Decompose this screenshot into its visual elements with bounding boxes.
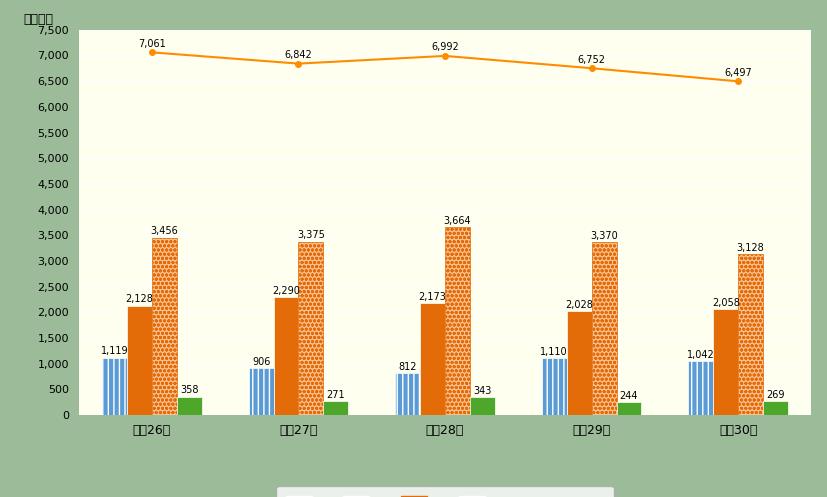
Text: 3,370: 3,370 (590, 231, 617, 241)
Bar (566, 311, 591, 415)
Text: 358: 358 (179, 385, 198, 395)
Text: 6,992: 6,992 (431, 42, 458, 52)
Text: 3,128: 3,128 (736, 243, 763, 253)
Text: 812: 812 (398, 362, 417, 372)
Text: 244: 244 (619, 391, 638, 401)
Bar (152, 238, 177, 415)
Text: 3,375: 3,375 (297, 231, 324, 241)
Bar (712, 309, 738, 415)
Bar (323, 401, 348, 415)
Text: 343: 343 (473, 386, 491, 396)
Bar (248, 368, 273, 415)
Bar (102, 357, 127, 415)
Bar (738, 254, 762, 415)
Text: 6,497: 6,497 (724, 68, 751, 78)
Bar (394, 373, 419, 415)
Text: 1,042: 1,042 (686, 350, 714, 360)
Bar (419, 303, 445, 415)
Bar (177, 397, 202, 415)
Legend: 火災, 救助, 救急, 情報収集・輸送等, 合計: 火災, 救助, 救急, 情報収集・輸送等, 合計 (276, 487, 613, 497)
Text: （件数）: （件数） (24, 13, 54, 26)
Bar (470, 398, 495, 415)
Text: 2,128: 2,128 (126, 294, 153, 305)
Text: 6,752: 6,752 (577, 55, 605, 65)
Bar (616, 403, 641, 415)
Bar (445, 227, 470, 415)
Bar (591, 242, 616, 415)
Bar (687, 361, 712, 415)
Text: 3,664: 3,664 (443, 216, 471, 226)
Text: 2,173: 2,173 (418, 292, 446, 302)
Text: 906: 906 (251, 357, 270, 367)
Text: 3,456: 3,456 (151, 226, 178, 236)
Bar (273, 297, 298, 415)
Text: 2,290: 2,290 (272, 286, 299, 296)
Text: 1,110: 1,110 (540, 347, 567, 357)
Text: 2,028: 2,028 (565, 300, 592, 310)
Bar (541, 358, 566, 415)
Text: 6,842: 6,842 (284, 50, 312, 60)
Bar (298, 242, 323, 415)
Text: 1,119: 1,119 (101, 346, 128, 356)
Text: 269: 269 (765, 390, 784, 400)
Text: 271: 271 (326, 390, 345, 400)
Bar (127, 306, 152, 415)
Bar (762, 401, 787, 415)
Text: 2,058: 2,058 (711, 298, 739, 308)
Text: 7,061: 7,061 (138, 39, 165, 49)
